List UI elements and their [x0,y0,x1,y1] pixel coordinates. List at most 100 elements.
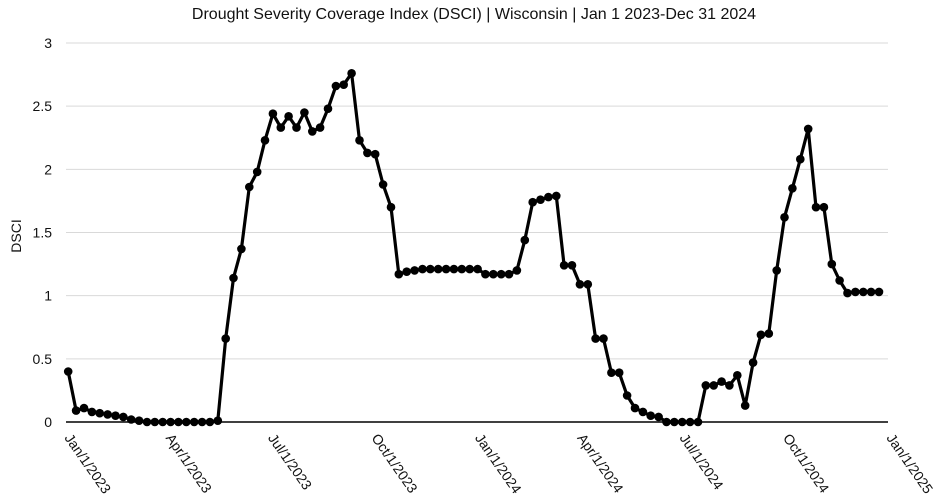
data-point [347,69,356,78]
data-point [520,235,530,245]
data-point [182,417,191,427]
data-point [260,136,270,145]
data-point [843,288,852,298]
data-point [150,417,160,427]
gridlines [66,42,888,360]
data-point [449,264,459,274]
y-tick-label: 0 [44,414,52,430]
data-point [63,367,73,376]
data-point [693,417,703,427]
data-point [638,407,648,417]
x-tick-label: Apr/1/2024 [574,431,627,496]
data-point [835,276,844,285]
data-point [402,267,412,277]
data-point [614,368,624,378]
data-point [95,408,104,418]
data-point [654,412,663,422]
data-point [457,264,467,274]
y-tick-label: 2 [44,161,52,177]
data-point [788,184,797,193]
x-axis-ticks: Jan/1/2023 Apr/1/2023 Jul/1/2023 Oct/1/2023… [62,431,937,497]
data-point [780,213,789,222]
data-point [725,381,734,390]
data-point [142,417,152,427]
data-point [528,197,537,207]
data-point [134,416,144,426]
y-tick-label: 1 [44,288,52,304]
data-point [308,127,317,136]
data-point [733,371,742,380]
data-point [622,391,632,400]
data-point [166,417,175,427]
data-points [63,69,884,427]
data-point [489,269,498,279]
x-tick-label: Jan/1/2025 [884,431,937,497]
data-point [567,261,577,270]
data-point [803,124,813,134]
data-point [205,417,215,427]
data-point [796,154,805,164]
data-point [851,287,860,297]
data-point [363,148,372,158]
data-point [87,407,97,417]
x-tick-label: Oct/1/2024 [780,431,833,496]
data-point [189,417,199,427]
data-point [670,417,679,427]
data-point [292,123,301,132]
data-point [323,104,333,113]
data-point [410,266,419,275]
y-tick-label: 1.5 [33,225,53,241]
data-point [237,244,246,254]
data-point [552,191,561,201]
data-point [748,358,758,367]
data-point [331,81,341,91]
data-point [355,136,364,145]
data-point [772,266,781,275]
data-point [339,80,349,89]
data-point [433,264,443,274]
x-tick-label: Jan/1/2023 [62,431,115,497]
data-point [103,410,112,419]
data-point [536,195,545,204]
data-point [740,401,750,410]
data-point [591,334,600,343]
x-tick-label: Jan/1/2024 [472,431,525,497]
data-point [559,261,569,270]
data-point [268,109,278,118]
data-point [583,280,593,289]
data-point [71,406,81,415]
data-point [496,269,506,279]
data-point [866,287,876,297]
data-point [512,266,522,275]
data-point [473,264,482,274]
y-tick-label: 0.5 [33,351,53,367]
data-point [119,412,128,422]
data-point [764,329,774,338]
data-point [709,381,718,390]
data-point [378,180,388,189]
x-tick-label: Jul/1/2024 [677,431,727,493]
data-point [174,417,183,427]
series-line [66,71,879,424]
x-tick-label: Oct/1/2023 [369,431,422,496]
data-point [811,202,821,212]
data-point [245,182,254,192]
data-point [756,330,766,340]
x-tick-label: Jul/1/2023 [265,431,315,493]
data-point [874,287,884,297]
data-point [79,403,89,413]
data-point [607,368,616,378]
data-point [599,334,608,343]
data-point [386,202,396,212]
data-point [677,417,687,427]
data-point [504,269,514,279]
data-point [575,280,585,289]
data-point [252,167,262,177]
x-tick-label: Apr/1/2023 [163,431,216,496]
data-point [426,264,435,274]
data-point [701,381,711,390]
y-axis-ticks: 0 0.5 1 1.5 2 2.5 3 [33,35,53,430]
data-point [465,264,475,274]
data-point [418,264,427,274]
